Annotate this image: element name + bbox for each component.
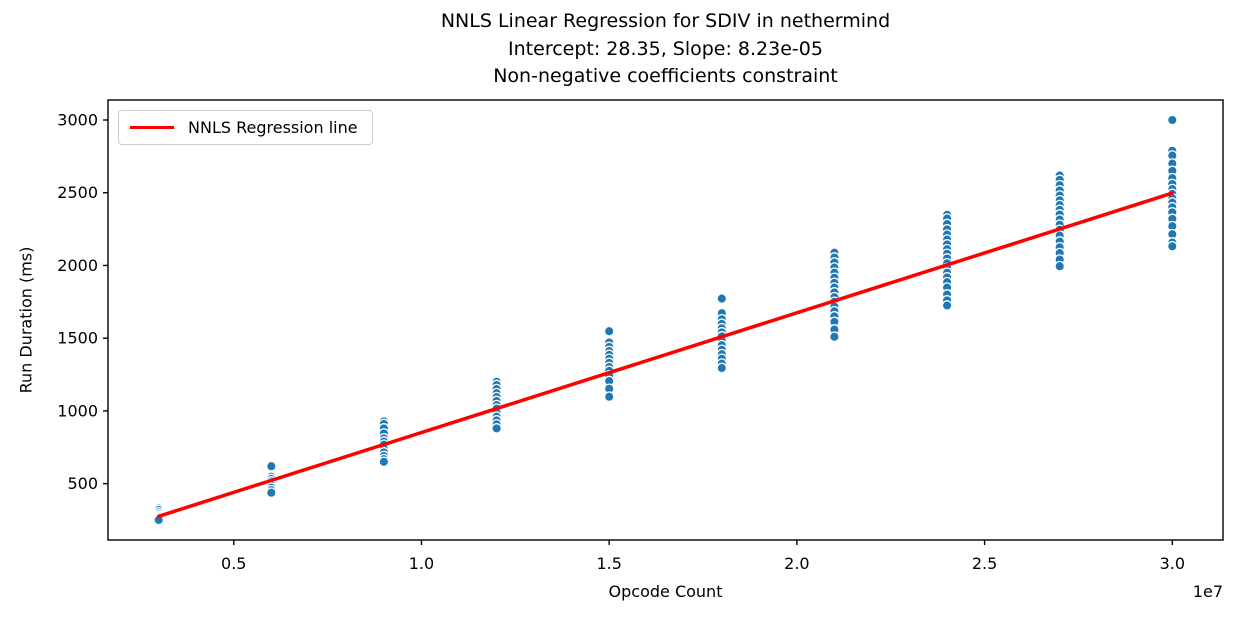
title-block: NNLS Linear Regression for SDIV in nethe… — [108, 8, 1223, 91]
y-tick-label: 1500 — [57, 329, 98, 348]
x-tick-label: 1.0 — [409, 554, 434, 573]
y-tick-label: 2000 — [57, 256, 98, 275]
scatter-point — [1166, 240, 1178, 252]
legend-regression-line-icon — [130, 125, 174, 130]
scatter-point — [265, 487, 277, 499]
y-tick-label: 2500 — [57, 183, 98, 202]
x-axis-label: Opcode Count — [608, 582, 723, 601]
scatter-point — [265, 460, 277, 472]
scatter-point — [603, 325, 615, 337]
chart-subtitle-intercept-slope: Intercept: 28.35, Slope: 8.23e-05 — [508, 37, 823, 60]
chart-title: NNLS Linear Regression for SDIV in nethe… — [440, 10, 891, 32]
y-tick-label: 500 — [67, 474, 98, 493]
scatter-point — [1166, 114, 1178, 126]
x-tick-label: 0.5 — [221, 554, 246, 573]
axes-spines — [107, 99, 1224, 541]
y-tick-label: 1000 — [57, 401, 98, 420]
y-axis-label: Run Duration (ms) — [16, 246, 36, 394]
y-tick-label: 3000 — [57, 111, 98, 130]
chart-subtitle-constraint: Non-negative coefficients constraint — [493, 65, 838, 87]
x-tick-label: 1.5 — [596, 554, 621, 573]
scatter-point — [603, 391, 615, 403]
scatter-point — [716, 293, 728, 304]
x-tick-label: 2.0 — [784, 554, 809, 573]
x-tick-label: 2.5 — [972, 554, 997, 573]
x-tick-label: 3.0 — [1160, 554, 1185, 573]
scatter-point — [378, 456, 390, 468]
scatter-point — [491, 423, 502, 434]
scatter-point — [829, 331, 840, 343]
scatter-point — [941, 300, 953, 311]
legend-label: NNLS Regression line — [188, 118, 358, 137]
scatter-point — [1054, 260, 1066, 272]
scatter-point — [716, 362, 728, 374]
regression-line — [156, 191, 1175, 519]
legend[interactable]: NNLS Regression line — [118, 110, 373, 145]
x-axis-offset-label: 1e7 — [1192, 582, 1223, 601]
